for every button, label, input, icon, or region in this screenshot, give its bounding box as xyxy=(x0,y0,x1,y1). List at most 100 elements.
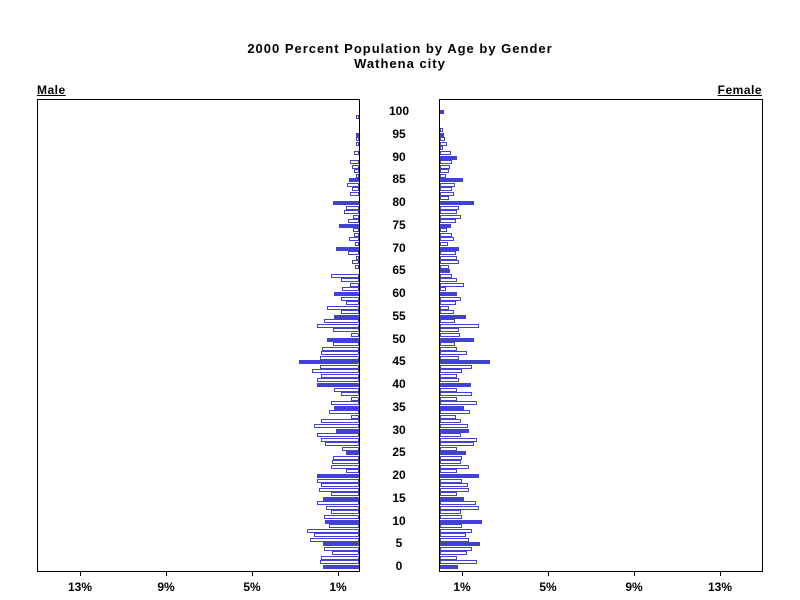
bar-male-age-53 xyxy=(317,324,359,328)
bar-female-age-82 xyxy=(440,192,454,196)
age-tick-label-35: 35 xyxy=(392,400,406,414)
age-tick-label-85: 85 xyxy=(392,172,406,186)
bar-female-age-48 xyxy=(440,347,457,351)
bar-male-age-49 xyxy=(333,342,359,346)
age-tick-label-65: 65 xyxy=(392,263,406,277)
bar-male-age-51 xyxy=(351,333,359,337)
percent-tick xyxy=(252,572,253,576)
bar-male-age-93 xyxy=(356,142,359,146)
bar-male-age-77 xyxy=(353,215,359,219)
bar-female-age-6 xyxy=(440,538,469,542)
bar-female-age-75 xyxy=(440,224,451,228)
bar-male-age-27 xyxy=(325,442,359,446)
bar-male-age-41 xyxy=(317,378,359,382)
bar-female-age-80 xyxy=(440,201,474,205)
bar-male-age-38 xyxy=(341,392,359,396)
bar-male-age-78 xyxy=(344,210,359,214)
bar-female-age-43 xyxy=(440,369,462,373)
bar-male-age-73 xyxy=(354,233,359,237)
bar-male-age-46 xyxy=(320,356,359,360)
bar-female-age-87 xyxy=(440,169,449,173)
bar-female-age-74 xyxy=(440,228,447,232)
bar-male-age-23 xyxy=(332,460,359,464)
bar-male-age-56 xyxy=(341,310,359,314)
bar-male-age-88 xyxy=(352,165,359,169)
bar-male-age-39 xyxy=(334,388,359,392)
bar-male-age-54 xyxy=(324,319,359,323)
bar-female-age-77 xyxy=(440,215,461,219)
bar-male-age-25 xyxy=(346,451,359,455)
bar-female-age-46 xyxy=(440,356,459,360)
chart-title-line2: Wathena city xyxy=(354,56,446,71)
bar-male-age-50 xyxy=(327,338,359,342)
bar-male-age-87 xyxy=(354,169,359,173)
chart-title-line1: 2000 Percent Population by Age by Gender xyxy=(247,41,553,56)
bar-female-age-13 xyxy=(440,506,479,510)
bar-female-age-71 xyxy=(440,242,448,246)
bar-female-age-93 xyxy=(440,142,447,146)
bar-female-age-90 xyxy=(440,156,457,160)
bar-male-age-59 xyxy=(341,297,359,301)
percent-tick xyxy=(462,572,463,576)
bar-female-age-70 xyxy=(440,247,459,251)
bar-female-age-53 xyxy=(440,324,479,328)
bar-female-age-29 xyxy=(440,433,461,437)
percent-tick-label: 13% xyxy=(67,580,93,594)
bar-female-age-10 xyxy=(440,520,482,524)
percent-tick xyxy=(720,572,721,576)
bar-female-age-52 xyxy=(440,328,459,332)
bar-male-age-94 xyxy=(356,137,359,141)
bar-female-age-72 xyxy=(440,237,454,241)
bar-female-age-21 xyxy=(440,469,457,473)
age-tick-label-60: 60 xyxy=(392,286,406,300)
bar-female-age-61 xyxy=(440,287,446,291)
bar-male-age-32 xyxy=(321,419,359,423)
bar-female-age-86 xyxy=(440,174,446,178)
bar-male-age-5 xyxy=(323,542,359,546)
bar-male-age-6 xyxy=(310,538,359,542)
bar-male-age-72 xyxy=(349,237,359,241)
age-tick-label-5: 5 xyxy=(395,536,403,550)
bar-male-age-40 xyxy=(317,383,359,387)
bar-female-age-26 xyxy=(440,447,457,451)
percent-tick xyxy=(80,572,81,576)
age-tick-label-50: 50 xyxy=(392,332,406,346)
bar-female-age-67 xyxy=(440,260,459,264)
bar-male-age-19 xyxy=(317,479,359,483)
bar-male-age-14 xyxy=(317,501,359,505)
bar-male-age-35 xyxy=(334,406,359,410)
bar-male-age-22 xyxy=(331,465,359,469)
chart-title: 2000 Percent Population by Age by Gender… xyxy=(0,41,800,71)
bar-female-age-66 xyxy=(440,265,449,269)
bar-male-age-82 xyxy=(350,192,359,196)
bar-male-age-7 xyxy=(314,533,359,537)
bar-male-age-20 xyxy=(317,474,359,478)
bar-male-age-60 xyxy=(334,292,359,296)
bar-female-age-63 xyxy=(440,278,457,282)
bar-female-age-57 xyxy=(440,306,449,310)
bar-female-age-73 xyxy=(440,233,452,237)
bar-male-age-69 xyxy=(348,251,359,255)
percent-tick-label: 9% xyxy=(625,580,643,594)
bar-female-age-84 xyxy=(440,183,455,187)
percent-tick xyxy=(166,572,167,576)
bar-male-age-44 xyxy=(320,365,359,369)
bar-male-age-79 xyxy=(346,206,359,210)
bar-female-age-56 xyxy=(440,310,454,314)
bar-male-age-11 xyxy=(324,515,359,519)
female-panel-label: Female xyxy=(717,83,762,97)
bar-male-age-1 xyxy=(320,560,359,564)
bar-male-age-4 xyxy=(324,547,359,551)
bar-male-age-42 xyxy=(321,374,359,378)
bar-female-age-17 xyxy=(440,488,469,492)
age-tick-label-100: 100 xyxy=(388,104,410,118)
bar-female-age-30 xyxy=(440,429,469,433)
bar-male-age-64 xyxy=(331,274,359,278)
bar-female-age-95 xyxy=(440,133,444,137)
bar-female-age-68 xyxy=(440,256,457,260)
bar-male-age-31 xyxy=(314,424,359,428)
bar-male-age-74 xyxy=(353,228,359,232)
bar-male-age-85 xyxy=(349,178,359,182)
bar-male-age-26 xyxy=(342,447,359,451)
bar-female-age-24 xyxy=(440,456,462,460)
